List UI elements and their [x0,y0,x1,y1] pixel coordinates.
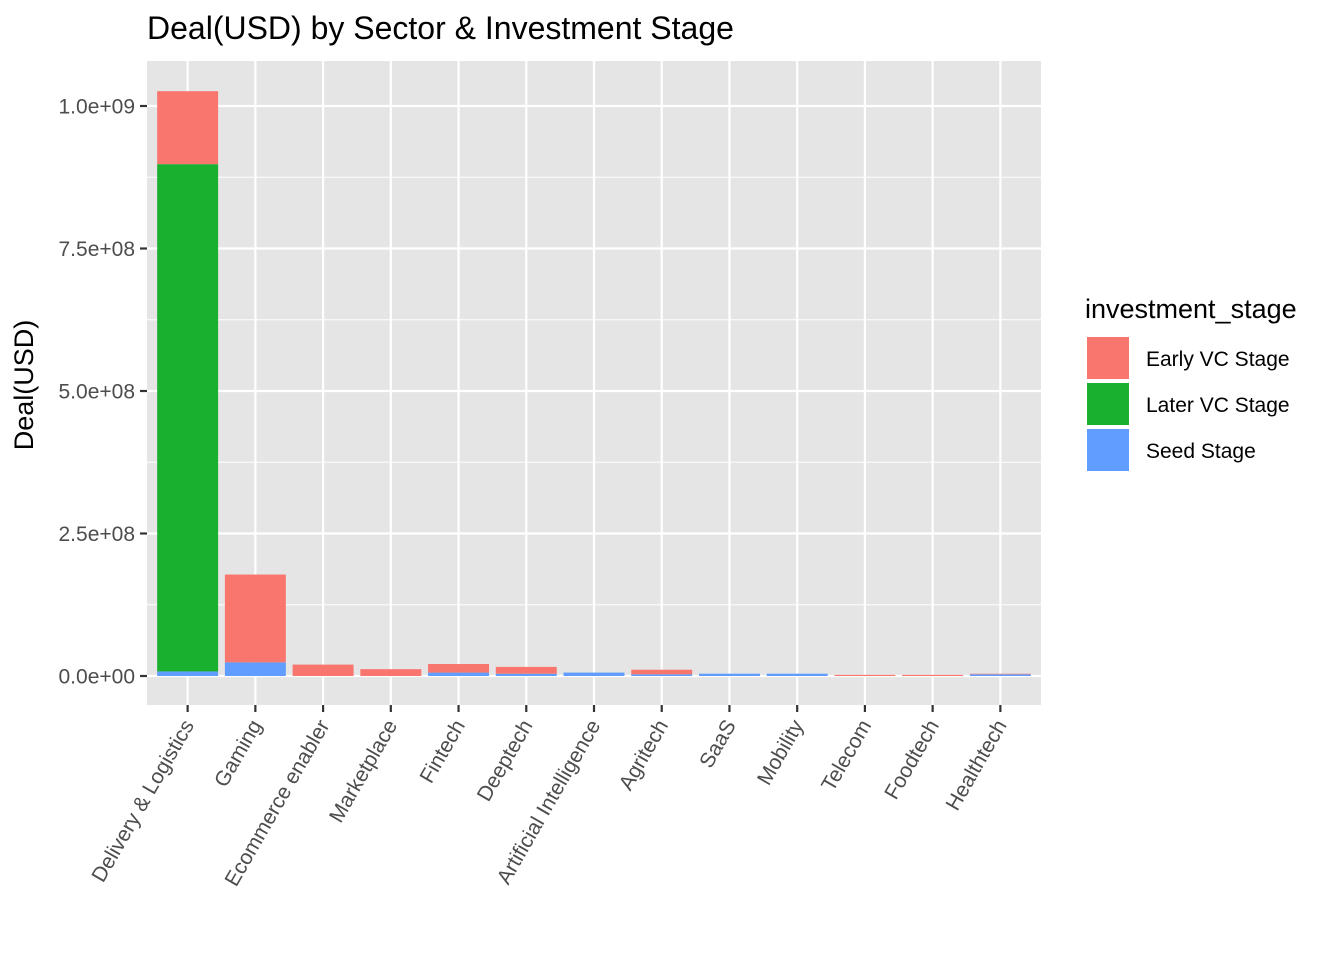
bar-segment [157,671,219,676]
bar-segment [224,662,286,676]
bar-segment [428,672,490,676]
legend-label: Seed Stage [1146,440,1256,463]
y-tick-label: 5.0e+08 [59,381,136,404]
bar-segment [902,674,964,676]
legend-key [1085,427,1131,473]
legend-key [1085,335,1131,381]
bar-segment [631,669,693,675]
legend-label: Early VC Stage [1146,348,1290,371]
x-tick-label: Gaming [210,716,267,791]
y-axis-title: Deal(USD) [9,320,39,451]
bar-segment [834,674,896,676]
bars [157,91,1031,676]
bar-segment [563,672,625,676]
y-tick-label: 0.0e+00 [59,666,136,689]
legend: investment_stage Early VC Stage Later VC … [1085,294,1297,473]
bar-segment [428,664,490,673]
x-tick-label: Deeptech [473,716,538,805]
legend-label: Later VC Stage [1146,394,1290,417]
y-axis: 0.0e+00 2.5e+08 5.0e+08 7.5e+08 1.0e+09 [59,96,147,689]
chart-title: Deal(USD) by Sector & Investment Stage [147,10,734,46]
x-tick-label: SaaS [695,716,741,772]
x-tick-label: Fintech [416,716,470,787]
bar-segment [698,673,760,676]
x-tick-label: Healthtech [942,716,1012,814]
x-tick-label: Telecom [817,716,876,795]
bar-segment [969,674,1031,676]
bar-segment [292,664,354,676]
x-tick-label: Mobility [753,716,809,790]
y-tick-label: 7.5e+08 [59,238,136,261]
bar-segment [495,666,557,674]
legend-title: investment_stage [1085,294,1297,324]
y-tick-label: 2.5e+08 [59,523,136,546]
bar-segment [495,673,557,676]
y-tick-label: 1.0e+09 [59,96,136,119]
bar-segment [360,669,422,676]
bar-segment [157,91,219,165]
legend-key [1085,381,1131,427]
bar-segment [224,574,286,663]
bar-segment [969,673,1031,675]
bar-segment [631,674,693,676]
x-tick-label: Delivery & Logistics [87,716,199,886]
bar-segment [157,164,219,672]
x-tick-label: Foodtech [880,716,944,803]
x-tick-label: Agritech [615,716,673,794]
x-tick-label: Marketplace [325,716,402,827]
bar-segment [766,673,828,676]
